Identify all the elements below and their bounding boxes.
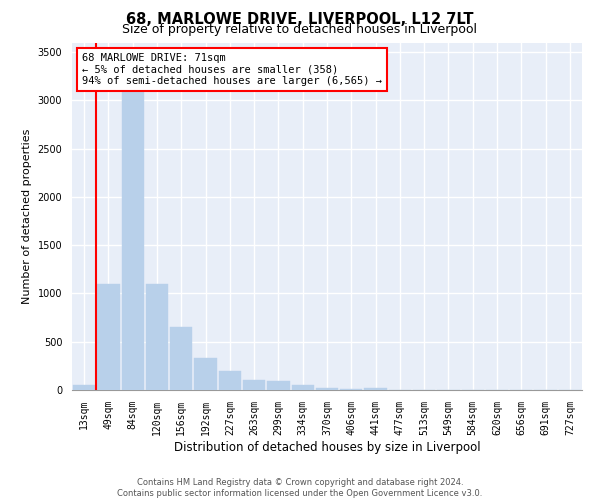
Bar: [364, 388, 387, 390]
Bar: [122, 72, 144, 390]
Bar: [292, 385, 314, 390]
Y-axis label: Number of detached properties: Number of detached properties: [22, 128, 32, 304]
Bar: [146, 284, 168, 390]
Bar: [267, 381, 290, 390]
Bar: [73, 384, 95, 390]
Text: 68 MARLOWE DRIVE: 71sqm
← 5% of detached houses are smaller (358)
94% of semi-de: 68 MARLOWE DRIVE: 71sqm ← 5% of detached…: [82, 53, 382, 86]
Text: Contains HM Land Registry data © Crown copyright and database right 2024.
Contai: Contains HM Land Registry data © Crown c…: [118, 478, 482, 498]
X-axis label: Distribution of detached houses by size in Liverpool: Distribution of detached houses by size …: [173, 440, 481, 454]
Text: 68, MARLOWE DRIVE, LIVERPOOL, L12 7LT: 68, MARLOWE DRIVE, LIVERPOOL, L12 7LT: [126, 12, 474, 28]
Bar: [170, 328, 193, 390]
Bar: [243, 380, 265, 390]
Bar: [340, 388, 362, 390]
Bar: [218, 371, 241, 390]
Bar: [316, 388, 338, 390]
Text: Size of property relative to detached houses in Liverpool: Size of property relative to detached ho…: [122, 22, 478, 36]
Bar: [194, 358, 217, 390]
Bar: [97, 284, 119, 390]
